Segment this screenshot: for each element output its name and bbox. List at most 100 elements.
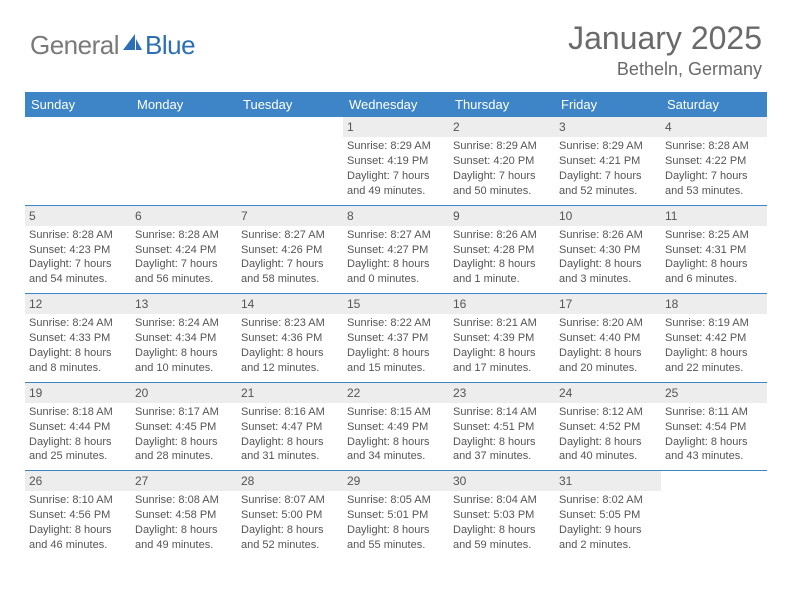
calendar-day-cell: 14Sunrise: 8:23 AMSunset: 4:36 PMDayligh…	[237, 294, 343, 383]
calendar-day-cell: 21Sunrise: 8:16 AMSunset: 4:47 PMDayligh…	[237, 382, 343, 471]
month-title: January 2025	[568, 20, 762, 57]
day-info: Sunrise: 8:04 AMSunset: 5:03 PMDaylight:…	[453, 493, 551, 552]
day-info: Sunrise: 8:12 AMSunset: 4:52 PMDaylight:…	[559, 405, 657, 464]
logo: General Blue	[30, 30, 195, 61]
calendar-day-cell: 10Sunrise: 8:26 AMSunset: 4:30 PMDayligh…	[555, 205, 661, 294]
day-number: 17	[555, 294, 661, 314]
calendar-day-cell: 24Sunrise: 8:12 AMSunset: 4:52 PMDayligh…	[555, 382, 661, 471]
day-number: 25	[661, 383, 767, 403]
day-info: Sunrise: 8:22 AMSunset: 4:37 PMDaylight:…	[347, 316, 445, 375]
day-info: Sunrise: 8:21 AMSunset: 4:39 PMDaylight:…	[453, 316, 551, 375]
weekday-header: Wednesday	[343, 92, 449, 117]
day-number: 4	[661, 117, 767, 137]
weekday-header: Sunday	[25, 92, 131, 117]
day-number: 9	[449, 206, 555, 226]
calendar-day-cell: 3Sunrise: 8:29 AMSunset: 4:21 PMDaylight…	[555, 117, 661, 205]
calendar-day-cell: 19Sunrise: 8:18 AMSunset: 4:44 PMDayligh…	[25, 382, 131, 471]
calendar-day-cell	[661, 471, 767, 559]
day-info: Sunrise: 8:08 AMSunset: 4:58 PMDaylight:…	[135, 493, 233, 552]
calendar-week-row: 12Sunrise: 8:24 AMSunset: 4:33 PMDayligh…	[25, 294, 767, 383]
calendar-day-cell: 22Sunrise: 8:15 AMSunset: 4:49 PMDayligh…	[343, 382, 449, 471]
calendar-day-cell: 2Sunrise: 8:29 AMSunset: 4:20 PMDaylight…	[449, 117, 555, 205]
calendar-day-cell: 20Sunrise: 8:17 AMSunset: 4:45 PMDayligh…	[131, 382, 237, 471]
title-block: January 2025 Betheln, Germany	[568, 20, 762, 80]
weekday-header: Saturday	[661, 92, 767, 117]
day-number: 31	[555, 471, 661, 491]
day-info: Sunrise: 8:20 AMSunset: 4:40 PMDaylight:…	[559, 316, 657, 375]
day-number: 29	[343, 471, 449, 491]
day-info: Sunrise: 8:02 AMSunset: 5:05 PMDaylight:…	[559, 493, 657, 552]
day-number: 8	[343, 206, 449, 226]
day-number: 13	[131, 294, 237, 314]
calendar-week-row: 5Sunrise: 8:28 AMSunset: 4:23 PMDaylight…	[25, 205, 767, 294]
weekday-header: Friday	[555, 92, 661, 117]
calendar-day-cell	[131, 117, 237, 205]
day-number: 10	[555, 206, 661, 226]
day-info: Sunrise: 8:05 AMSunset: 5:01 PMDaylight:…	[347, 493, 445, 552]
day-number: 21	[237, 383, 343, 403]
day-number: 30	[449, 471, 555, 491]
calendar-day-cell: 17Sunrise: 8:20 AMSunset: 4:40 PMDayligh…	[555, 294, 661, 383]
day-info: Sunrise: 8:27 AMSunset: 4:26 PMDaylight:…	[241, 228, 339, 287]
day-info: Sunrise: 8:28 AMSunset: 4:22 PMDaylight:…	[665, 139, 763, 198]
day-info: Sunrise: 8:24 AMSunset: 4:33 PMDaylight:…	[29, 316, 127, 375]
calendar-week-row: 1Sunrise: 8:29 AMSunset: 4:19 PMDaylight…	[25, 117, 767, 205]
day-info: Sunrise: 8:15 AMSunset: 4:49 PMDaylight:…	[347, 405, 445, 464]
calendar-day-cell: 27Sunrise: 8:08 AMSunset: 4:58 PMDayligh…	[131, 471, 237, 559]
calendar-day-cell: 11Sunrise: 8:25 AMSunset: 4:31 PMDayligh…	[661, 205, 767, 294]
day-number: 16	[449, 294, 555, 314]
day-info: Sunrise: 8:24 AMSunset: 4:34 PMDaylight:…	[135, 316, 233, 375]
day-info: Sunrise: 8:28 AMSunset: 4:23 PMDaylight:…	[29, 228, 127, 287]
day-info: Sunrise: 8:23 AMSunset: 4:36 PMDaylight:…	[241, 316, 339, 375]
day-number: 26	[25, 471, 131, 491]
day-number: 18	[661, 294, 767, 314]
calendar-day-cell: 25Sunrise: 8:11 AMSunset: 4:54 PMDayligh…	[661, 382, 767, 471]
calendar-table: SundayMondayTuesdayWednesdayThursdayFrid…	[25, 92, 767, 559]
day-info: Sunrise: 8:29 AMSunset: 4:21 PMDaylight:…	[559, 139, 657, 198]
day-info: Sunrise: 8:16 AMSunset: 4:47 PMDaylight:…	[241, 405, 339, 464]
calendar-day-cell: 28Sunrise: 8:07 AMSunset: 5:00 PMDayligh…	[237, 471, 343, 559]
calendar-day-cell	[237, 117, 343, 205]
calendar-day-cell: 9Sunrise: 8:26 AMSunset: 4:28 PMDaylight…	[449, 205, 555, 294]
day-info: Sunrise: 8:19 AMSunset: 4:42 PMDaylight:…	[665, 316, 763, 375]
day-number: 2	[449, 117, 555, 137]
calendar-day-cell: 8Sunrise: 8:27 AMSunset: 4:27 PMDaylight…	[343, 205, 449, 294]
day-info: Sunrise: 8:25 AMSunset: 4:31 PMDaylight:…	[665, 228, 763, 287]
day-info: Sunrise: 8:28 AMSunset: 4:24 PMDaylight:…	[135, 228, 233, 287]
day-number: 5	[25, 206, 131, 226]
weekday-header: Tuesday	[237, 92, 343, 117]
calendar-day-cell: 29Sunrise: 8:05 AMSunset: 5:01 PMDayligh…	[343, 471, 449, 559]
sail-icon	[121, 32, 143, 59]
day-number: 11	[661, 206, 767, 226]
day-number: 28	[237, 471, 343, 491]
logo-text-1: General	[30, 30, 119, 61]
calendar-body: 1Sunrise: 8:29 AMSunset: 4:19 PMDaylight…	[25, 117, 767, 559]
calendar-day-cell: 26Sunrise: 8:10 AMSunset: 4:56 PMDayligh…	[25, 471, 131, 559]
day-info: Sunrise: 8:18 AMSunset: 4:44 PMDaylight:…	[29, 405, 127, 464]
day-number: 27	[131, 471, 237, 491]
day-number: 24	[555, 383, 661, 403]
calendar-head: SundayMondayTuesdayWednesdayThursdayFrid…	[25, 92, 767, 117]
day-info: Sunrise: 8:29 AMSunset: 4:19 PMDaylight:…	[347, 139, 445, 198]
day-number: 20	[131, 383, 237, 403]
logo-text-2: Blue	[145, 30, 195, 60]
calendar-day-cell: 13Sunrise: 8:24 AMSunset: 4:34 PMDayligh…	[131, 294, 237, 383]
day-info: Sunrise: 8:11 AMSunset: 4:54 PMDaylight:…	[665, 405, 763, 464]
weekday-header: Monday	[131, 92, 237, 117]
day-number: 7	[237, 206, 343, 226]
day-number: 19	[25, 383, 131, 403]
calendar-week-row: 19Sunrise: 8:18 AMSunset: 4:44 PMDayligh…	[25, 382, 767, 471]
day-number: 23	[449, 383, 555, 403]
day-info: Sunrise: 8:10 AMSunset: 4:56 PMDaylight:…	[29, 493, 127, 552]
day-number: 6	[131, 206, 237, 226]
day-number: 12	[25, 294, 131, 314]
day-info: Sunrise: 8:07 AMSunset: 5:00 PMDaylight:…	[241, 493, 339, 552]
day-info: Sunrise: 8:29 AMSunset: 4:20 PMDaylight:…	[453, 139, 551, 198]
calendar-week-row: 26Sunrise: 8:10 AMSunset: 4:56 PMDayligh…	[25, 471, 767, 559]
calendar-day-cell: 7Sunrise: 8:27 AMSunset: 4:26 PMDaylight…	[237, 205, 343, 294]
day-number: 1	[343, 117, 449, 137]
page-header: General Blue January 2025 Betheln, Germa…	[0, 0, 792, 88]
day-info: Sunrise: 8:26 AMSunset: 4:30 PMDaylight:…	[559, 228, 657, 287]
calendar-day-cell: 1Sunrise: 8:29 AMSunset: 4:19 PMDaylight…	[343, 117, 449, 205]
day-info: Sunrise: 8:26 AMSunset: 4:28 PMDaylight:…	[453, 228, 551, 287]
